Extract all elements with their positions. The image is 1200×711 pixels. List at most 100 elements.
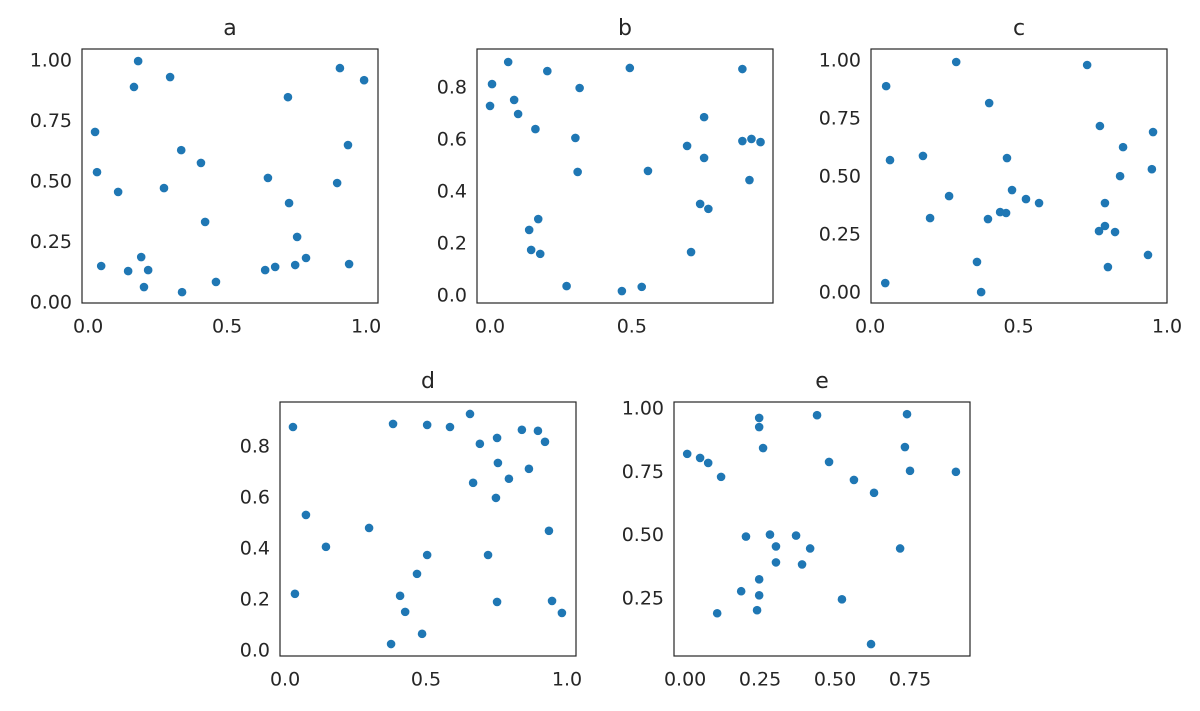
scatter-point	[386, 639, 396, 649]
y-tick-label: 0.2	[437, 232, 467, 254]
x-tick-label: 0.00	[664, 669, 706, 691]
y-tick-label: 1.00	[622, 398, 664, 420]
y-tick-label: 0.0	[240, 639, 270, 661]
scatter-point	[1110, 227, 1120, 237]
scatter-point	[290, 589, 300, 599]
scatter-point	[699, 153, 709, 163]
scatter-point	[143, 265, 153, 275]
x-tick-label: 0.5	[212, 316, 242, 338]
scatter-point	[1021, 194, 1031, 204]
scatter-point	[695, 453, 705, 463]
scatter-point	[292, 232, 302, 242]
scatter-point	[925, 213, 935, 223]
scatter-point	[129, 82, 139, 92]
y-tick-label: 0.4	[437, 180, 467, 202]
x-tick-label: 1.0	[552, 669, 582, 691]
scatter-point	[96, 261, 106, 271]
scatter-point	[90, 127, 100, 137]
y-tick-label: 0.6	[437, 128, 467, 150]
scatter-point	[343, 140, 353, 150]
scatter-point	[485, 101, 495, 111]
scatter-point	[686, 247, 696, 257]
scatter-point	[288, 422, 298, 432]
scatter-point	[422, 420, 432, 430]
y-tick-label: 0.2	[240, 588, 270, 610]
scatter-point	[526, 245, 536, 255]
scatter-point	[491, 493, 501, 503]
y-tick-label: 0.00	[30, 292, 72, 314]
scatter-point	[951, 57, 961, 67]
y-tick-label: 0.25	[819, 224, 861, 246]
scatter-point	[540, 437, 550, 447]
scatter-point	[1082, 60, 1092, 70]
scatter-point	[837, 595, 847, 604]
scatter-point	[445, 422, 455, 432]
y-tick-label: 1.00	[819, 50, 861, 72]
scatter-point	[756, 137, 765, 147]
scatter-point	[364, 523, 374, 533]
scatter-point	[738, 136, 747, 146]
scatter-point	[1148, 127, 1158, 137]
axes-frame	[673, 401, 971, 657]
scatter-point	[335, 63, 345, 73]
scatter-point	[283, 92, 293, 102]
scatter-point	[885, 155, 895, 165]
scatter-point	[1002, 153, 1012, 163]
scatter-point	[812, 410, 822, 420]
scatter-point	[465, 409, 475, 419]
x-tick-label: 0.0	[855, 316, 885, 338]
scatter-point	[703, 458, 713, 468]
scatter-point	[625, 63, 635, 73]
x-tick-label: 0.75	[889, 669, 931, 691]
scatter-point	[412, 569, 422, 579]
scatter-point	[113, 187, 123, 197]
scatter-point	[918, 151, 928, 161]
scatter-point	[741, 532, 751, 541]
scatter-point	[1100, 198, 1110, 208]
scatter-point	[880, 278, 890, 288]
subplot-title: b	[618, 16, 632, 41]
scatter-point	[159, 183, 169, 193]
scatter-point	[543, 66, 552, 76]
y-tick-label: 0.75	[30, 110, 72, 132]
scatter-point	[177, 287, 187, 297]
y-tick-label: 0.25	[30, 231, 72, 253]
scatter-point	[752, 605, 762, 615]
y-tick-label: 0.4	[240, 537, 270, 559]
scatter-point	[869, 488, 879, 498]
scatter-point	[492, 597, 502, 607]
scatter-point	[513, 109, 523, 119]
scatter-point	[951, 467, 961, 477]
scatter-point	[524, 225, 534, 235]
y-tick-label: 1.00	[30, 50, 72, 72]
subplot-title: d	[421, 369, 435, 394]
scatter-point	[754, 590, 764, 600]
scatter-point	[531, 124, 540, 134]
subplot-title: c	[1013, 16, 1025, 41]
scatter-point	[745, 175, 754, 185]
scatter-point	[533, 214, 543, 224]
scatter-point	[765, 530, 775, 539]
scatter-point	[643, 166, 653, 176]
scatter-point	[738, 64, 747, 74]
y-tick-label: 0.75	[622, 461, 664, 483]
scatter-point	[754, 413, 764, 423]
scatter-point	[211, 277, 221, 287]
scatter-point	[422, 550, 432, 560]
scatter-point	[395, 591, 405, 601]
scatter-point	[321, 542, 331, 552]
scatter-point	[866, 639, 876, 649]
scatter-point	[483, 550, 493, 560]
scatter-point	[136, 252, 146, 262]
scatter-point	[557, 608, 567, 618]
scatter-point	[301, 253, 311, 263]
scatter-point	[791, 531, 801, 540]
scatter-point	[400, 607, 410, 617]
scatter-point	[544, 526, 554, 536]
scatter-point	[1001, 208, 1011, 218]
x-tick-label: 0.0	[270, 669, 300, 691]
y-tick-label: 0.50	[819, 166, 861, 188]
y-tick-label: 0.0	[437, 284, 467, 306]
x-tick-label: 1.0	[351, 316, 381, 338]
y-tick-label: 0.00	[819, 282, 861, 304]
